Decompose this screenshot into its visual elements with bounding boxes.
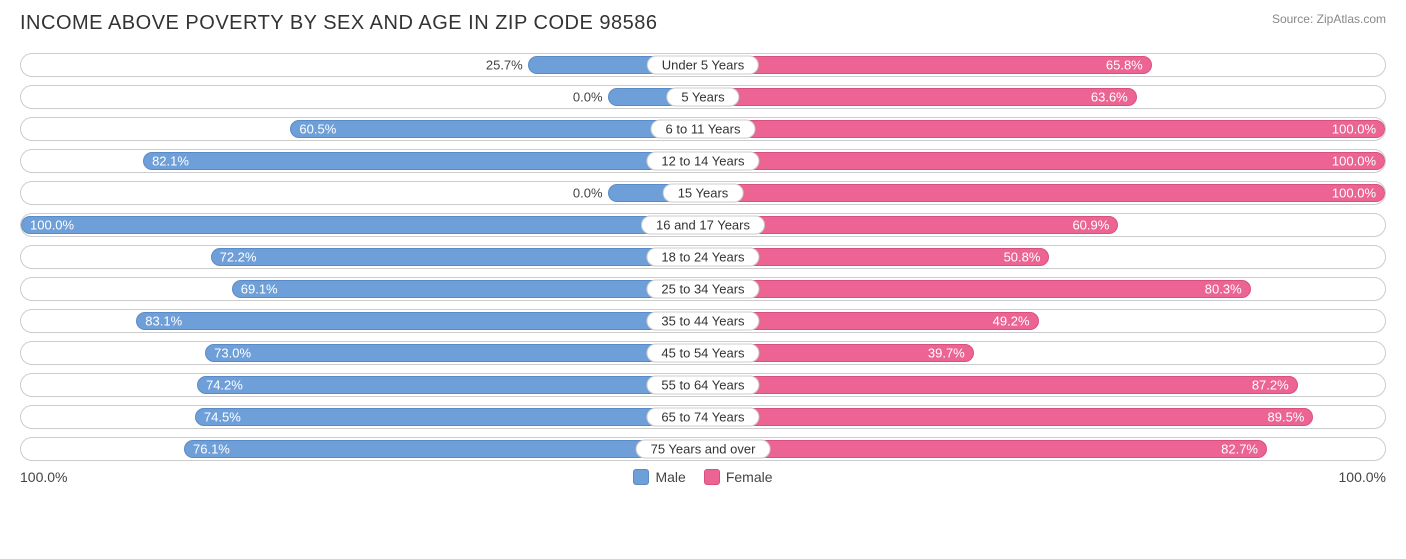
category-label: 25 to 34 Years	[646, 280, 759, 299]
female-value: 100.0%	[1332, 154, 1376, 169]
male-bar: 74.2%	[197, 376, 703, 394]
chart-title: INCOME ABOVE POVERTY BY SEX AND AGE IN Z…	[20, 12, 657, 35]
chart-row: 69.1% 80.3% 25 to 34 Years	[20, 277, 1386, 301]
chart-row: 25.7% 65.8% Under 5 Years	[20, 53, 1386, 77]
chart-row: 74.5% 89.5% 65 to 74 Years	[20, 405, 1386, 429]
female-value: 50.8%	[1004, 250, 1041, 265]
axis-left-max: 100.0%	[20, 469, 67, 485]
male-value: 0.0%	[573, 90, 609, 105]
female-value: 100.0%	[1332, 186, 1376, 201]
legend: Male Female	[633, 469, 772, 485]
male-value: 74.5%	[204, 410, 241, 425]
category-label: 45 to 54 Years	[646, 344, 759, 363]
male-bar: 72.2%	[211, 248, 703, 266]
female-value: 49.2%	[993, 314, 1030, 329]
chart-row: 76.1% 82.7% 75 Years and over	[20, 437, 1386, 461]
chart-row: 72.2% 50.8% 18 to 24 Years	[20, 245, 1386, 269]
female-bar: 89.5%	[703, 408, 1313, 426]
male-value: 76.1%	[193, 442, 230, 457]
chart-footer: 100.0% Male Female 100.0%	[20, 469, 1386, 485]
chart-row: 82.1% 100.0% 12 to 14 Years	[20, 149, 1386, 173]
female-value: 80.3%	[1205, 282, 1242, 297]
chart-row: 83.1% 49.2% 35 to 44 Years	[20, 309, 1386, 333]
legend-label-male: Male	[655, 469, 685, 485]
male-value: 0.0%	[573, 186, 609, 201]
female-value: 82.7%	[1221, 442, 1258, 457]
female-bar: 63.6%	[703, 88, 1137, 106]
legend-female: Female	[704, 469, 773, 485]
male-bar: 69.1%	[232, 280, 703, 298]
male-value: 73.0%	[214, 346, 251, 361]
male-value: 72.2%	[220, 250, 257, 265]
female-value: 39.7%	[928, 346, 965, 361]
chart-row: 60.5% 100.0% 6 to 11 Years	[20, 117, 1386, 141]
chart-row: 100.0% 60.9% 16 and 17 Years	[20, 213, 1386, 237]
female-bar: 60.9%	[703, 216, 1118, 234]
male-value: 82.1%	[152, 154, 189, 169]
legend-label-female: Female	[726, 469, 773, 485]
female-bar: 100.0%	[703, 152, 1385, 170]
category-label: 18 to 24 Years	[646, 248, 759, 267]
category-label: 16 and 17 Years	[641, 216, 765, 235]
legend-male: Male	[633, 469, 685, 485]
legend-swatch-male	[633, 469, 649, 485]
male-value: 83.1%	[145, 314, 182, 329]
category-label: 5 Years	[666, 88, 739, 107]
male-value: 60.5%	[299, 122, 336, 137]
male-value: 74.2%	[206, 378, 243, 393]
category-label: 75 Years and over	[636, 440, 771, 459]
category-label: 6 to 11 Years	[651, 120, 756, 139]
diverging-bar-chart: 25.7% 65.8% Under 5 Years 0.0% 63.6% 5 Years 6…	[20, 53, 1386, 461]
chart-row: 73.0% 39.7% 45 to 54 Years	[20, 341, 1386, 365]
chart-row: 0.0% 63.6% 5 Years	[20, 85, 1386, 109]
category-label: 55 to 64 Years	[646, 376, 759, 395]
female-value: 87.2%	[1252, 378, 1289, 393]
axis-right-max: 100.0%	[1339, 469, 1386, 485]
female-value: 89.5%	[1268, 410, 1305, 425]
female-bar: 100.0%	[703, 120, 1385, 138]
female-value: 60.9%	[1072, 218, 1109, 233]
female-value: 100.0%	[1332, 122, 1376, 137]
chart-header: INCOME ABOVE POVERTY BY SEX AND AGE IN Z…	[20, 12, 1386, 35]
male-value: 100.0%	[30, 218, 74, 233]
male-bar: 60.5%	[290, 120, 703, 138]
female-bar: 87.2%	[703, 376, 1298, 394]
female-bar: 82.7%	[703, 440, 1267, 458]
chart-row: 74.2% 87.2% 55 to 64 Years	[20, 373, 1386, 397]
category-label: 65 to 74 Years	[646, 408, 759, 427]
category-label: 12 to 14 Years	[646, 152, 759, 171]
female-value: 63.6%	[1091, 90, 1128, 105]
category-label: 35 to 44 Years	[646, 312, 759, 331]
male-bar: 100.0%	[21, 216, 703, 234]
male-bar: 82.1%	[143, 152, 703, 170]
chart-source: Source: ZipAtlas.com	[1272, 12, 1386, 26]
chart-row: 0.0% 100.0% 15 Years	[20, 181, 1386, 205]
female-value: 65.8%	[1106, 58, 1143, 73]
male-bar: 83.1%	[136, 312, 703, 330]
legend-swatch-female	[704, 469, 720, 485]
female-bar: 80.3%	[703, 280, 1251, 298]
female-bar: 65.8%	[703, 56, 1152, 74]
male-bar: 73.0%	[205, 344, 703, 362]
male-value: 25.7%	[486, 58, 529, 73]
female-bar: 100.0%	[703, 184, 1385, 202]
category-label: 15 Years	[663, 184, 744, 203]
male-bar: 76.1%	[184, 440, 703, 458]
male-value: 69.1%	[241, 282, 278, 297]
category-label: Under 5 Years	[647, 56, 759, 75]
male-bar: 74.5%	[195, 408, 703, 426]
